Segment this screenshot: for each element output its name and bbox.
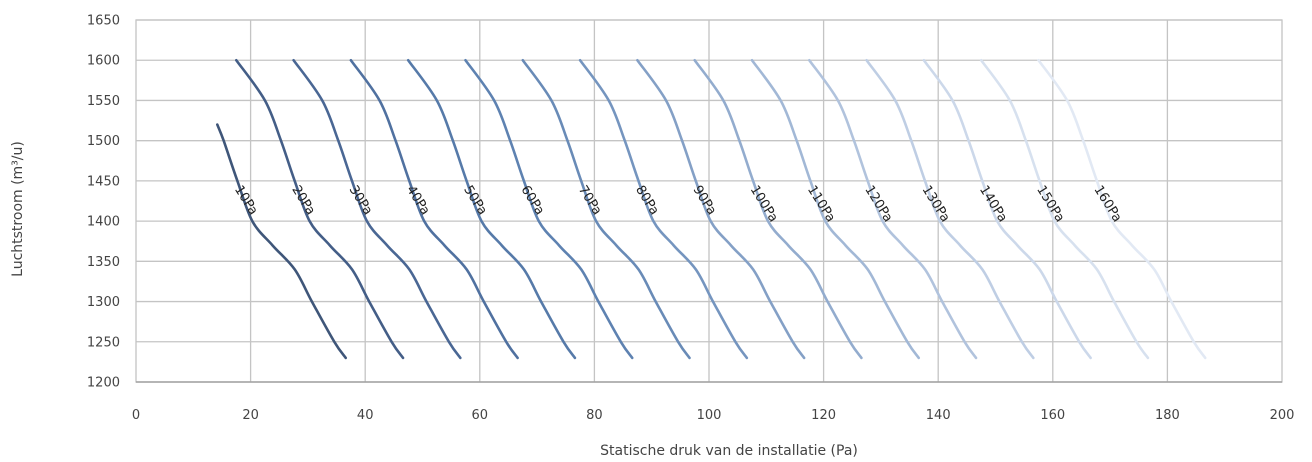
x-tick-label: 160: [1040, 408, 1065, 423]
curve-label-130pa: 130Pa: [919, 183, 953, 225]
curve-140pa: [922, 58, 1092, 360]
curve-80pa: [578, 58, 749, 360]
x-tick-label: 100: [697, 408, 722, 423]
x-tick-label: 200: [1270, 408, 1295, 423]
x-tick-label: 180: [1155, 408, 1180, 423]
y-tick-label: 1450: [87, 174, 120, 189]
curve-label-70pa: 70Pa: [575, 183, 605, 218]
curves: [216, 58, 1207, 360]
x-tick-label: 20: [242, 408, 259, 423]
curve-label-140pa: 140Pa: [976, 183, 1010, 225]
y-tick-label: 1600: [87, 54, 120, 69]
curve-150pa: [979, 58, 1150, 360]
y-tick-label: 1200: [87, 376, 120, 391]
curve-label-50pa: 50Pa: [460, 183, 490, 218]
curve-20pa: [235, 58, 405, 360]
y-tick-label: 1250: [87, 335, 120, 350]
curve-160pa: [1037, 58, 1207, 360]
curve-40pa: [349, 58, 519, 360]
curve-label-160pa: 160Pa: [1091, 183, 1125, 225]
curve-100pa: [693, 58, 863, 360]
axes: 1200125013001350140014501500155016001650…: [87, 14, 1295, 424]
curve-10pa: [216, 123, 347, 360]
curve-label-10pa: 10Pa: [231, 183, 261, 218]
curve-30pa: [292, 58, 462, 360]
curve-60pa: [464, 58, 634, 360]
curve-50pa: [406, 58, 577, 360]
x-axis-title: Statische druk van de installatie (Pa): [600, 443, 858, 459]
curve-label-150pa: 150Pa: [1033, 183, 1067, 225]
y-tick-label: 1400: [87, 215, 120, 230]
curve-110pa: [750, 58, 920, 360]
curve-120pa: [808, 58, 978, 360]
curve-label-110pa: 110Pa: [804, 183, 838, 225]
x-tick-label: 0: [132, 408, 140, 423]
curve-90pa: [636, 58, 806, 360]
y-tick-label: 1500: [87, 134, 120, 149]
curve-label-20pa: 20Pa: [288, 183, 318, 218]
y-tick-label: 1300: [87, 295, 120, 310]
curve-130pa: [865, 58, 1035, 360]
curve-label-40pa: 40Pa: [403, 183, 433, 218]
curve-label-120pa: 120Pa: [861, 183, 895, 225]
curve-label-80pa: 80Pa: [632, 183, 662, 218]
x-tick-label: 60: [472, 408, 489, 423]
x-tick-label: 120: [811, 408, 836, 423]
y-tick-label: 1350: [87, 255, 120, 270]
curve-label-100pa: 100Pa: [747, 183, 781, 225]
x-tick-label: 40: [357, 408, 374, 423]
curve-label-30pa: 30Pa: [346, 183, 376, 218]
curve-label-90pa: 90Pa: [689, 183, 719, 218]
y-tick-label: 1550: [87, 94, 120, 109]
y-axis-title: Luchtstroom (m³/u): [10, 141, 26, 277]
x-tick-label: 80: [586, 408, 603, 423]
y-tick-label: 1650: [87, 14, 120, 29]
curve-70pa: [521, 58, 691, 360]
x-tick-label: 140: [926, 408, 951, 423]
curve-label-60pa: 60Pa: [518, 183, 548, 218]
